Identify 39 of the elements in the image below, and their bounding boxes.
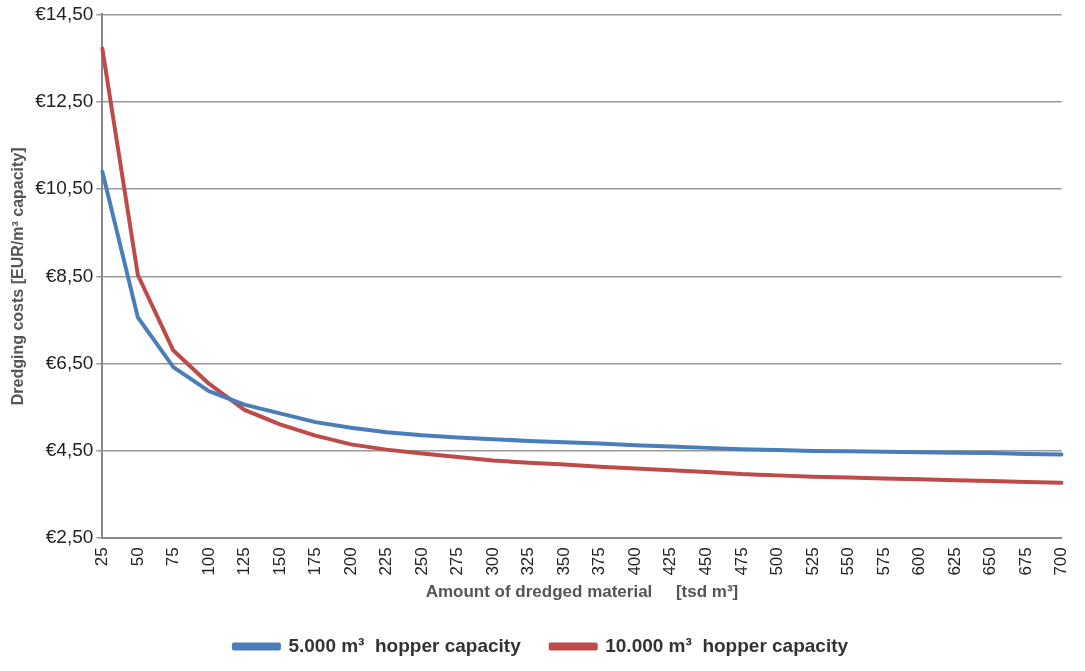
y-tick-label: €12,50 <box>35 89 94 111</box>
x-tick-label: 375 <box>589 547 609 576</box>
x-tick-label: 325 <box>518 547 538 576</box>
y-tick-label: €14,50 <box>35 2 94 24</box>
x-tick-label: 625 <box>944 547 964 576</box>
x-tick-label: 700 <box>1051 547 1071 576</box>
x-tick-label: 275 <box>447 547 467 576</box>
x-tick-label: 75 <box>163 547 183 567</box>
x-tick-label: 150 <box>269 547 289 576</box>
x-tick-label: 300 <box>482 547 502 576</box>
x-tick-label: 225 <box>376 547 396 576</box>
x-tick-label: 550 <box>838 547 858 576</box>
x-tick-label: 400 <box>624 547 644 576</box>
x-tick-label: 475 <box>731 547 751 576</box>
x-tick-label: 600 <box>909 547 929 576</box>
x-axis-title: Amount of dredged material [tsd m³] <box>425 582 739 602</box>
legend-label: 5.000 m³ hopper capacity <box>288 634 522 656</box>
x-tick-label: 175 <box>305 547 325 576</box>
y-tick-label: €6,50 <box>45 351 94 373</box>
x-tick-label: 200 <box>340 547 360 576</box>
x-tick-label: 250 <box>411 547 431 576</box>
x-tick-label: 50 <box>127 547 147 567</box>
x-tick-label: 450 <box>696 547 715 576</box>
x-tick-label: 500 <box>767 547 787 576</box>
y-tick-label: €4,50 <box>45 439 94 461</box>
x-tick-label: 525 <box>802 547 822 576</box>
y-tick-label: €8,50 <box>45 264 94 286</box>
x-tick-label: 100 <box>198 547 218 576</box>
x-tick-label: 350 <box>553 547 573 576</box>
y-axis-title: Dredging costs [EUR/m³ capacity] <box>9 147 27 406</box>
x-tick-label: 125 <box>234 547 254 576</box>
x-tick-label: 25 <box>92 547 111 567</box>
x-tick-label: 675 <box>1015 547 1035 576</box>
x-tick-label: 650 <box>980 547 1000 576</box>
x-tick-label: 575 <box>873 547 893 576</box>
x-tick-label: 425 <box>660 547 680 576</box>
legend-label: 10.000 m³ hopper capacity <box>605 634 849 656</box>
y-tick-label: €2,50 <box>45 526 94 548</box>
y-tick-label: €10,50 <box>35 177 94 199</box>
